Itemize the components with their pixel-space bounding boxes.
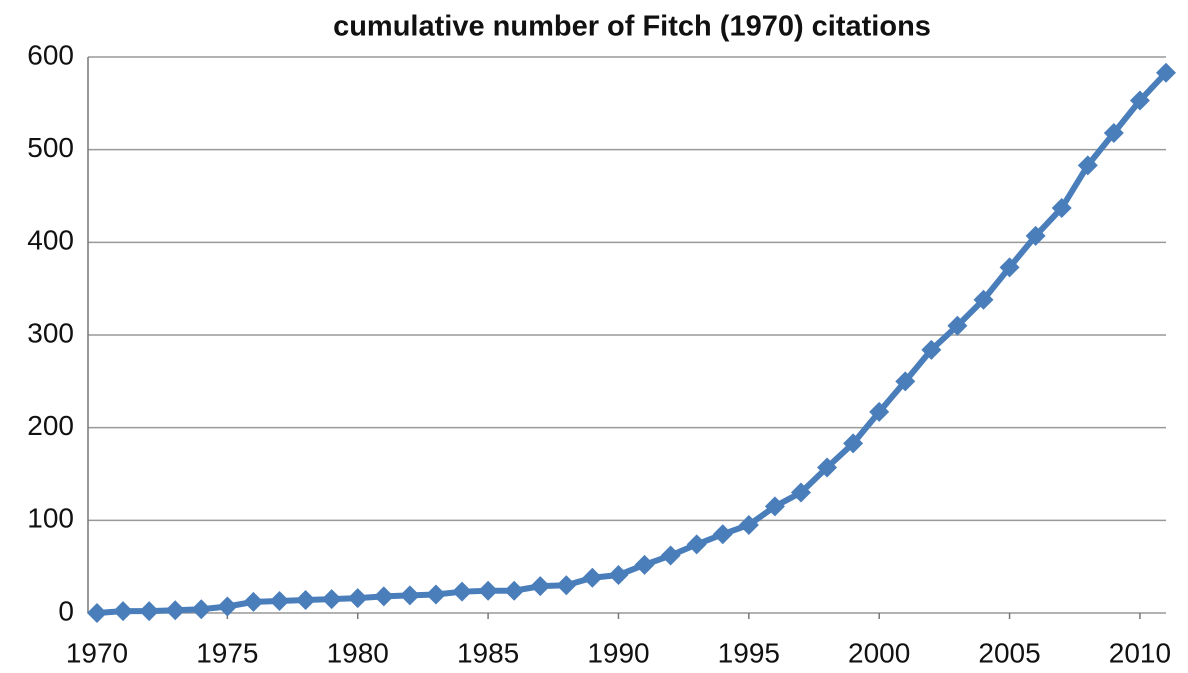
x-tick-label: 2010 (1109, 637, 1171, 668)
marker (191, 599, 212, 620)
marker (113, 601, 134, 622)
chart-title: cumulative number of Fitch (1970) citati… (333, 11, 931, 43)
x-tick-label: 2000 (848, 637, 910, 668)
marker (295, 590, 316, 611)
marker (452, 581, 473, 602)
marker (973, 289, 994, 310)
marker (139, 601, 160, 622)
y-tick-label: 300 (27, 317, 74, 348)
marker (1129, 90, 1150, 111)
marker (608, 565, 629, 586)
x-tick-label: 1975 (196, 637, 258, 668)
marker (738, 514, 759, 535)
marker (530, 576, 551, 597)
y-tick-label: 100 (27, 503, 74, 534)
marker (869, 401, 890, 422)
marker (1103, 122, 1124, 143)
marker (790, 482, 811, 503)
series-line (96, 70, 1169, 616)
x-tick-label: 1980 (327, 637, 389, 668)
marker (764, 496, 785, 517)
marker (582, 567, 603, 588)
marker (87, 603, 107, 623)
marker (686, 534, 707, 555)
y-tick-label: 400 (27, 225, 74, 256)
marker (165, 600, 186, 621)
marker (1077, 155, 1098, 176)
marker (478, 580, 499, 601)
x-tick-label: 1985 (457, 637, 519, 668)
marker (895, 371, 916, 392)
marker (556, 575, 577, 596)
marker (269, 590, 290, 611)
marker (217, 596, 238, 617)
marker (712, 524, 733, 545)
marker (1051, 198, 1072, 219)
y-tick-label: 500 (27, 132, 74, 163)
marker (921, 339, 942, 360)
marker (347, 588, 368, 609)
marker (504, 580, 525, 601)
marker (243, 591, 264, 612)
x-tick-label: 1990 (587, 637, 649, 668)
y-tick-label: 0 (58, 595, 74, 626)
marker (999, 257, 1020, 278)
marker (1025, 225, 1046, 246)
marker (660, 545, 681, 566)
y-tick-label: 200 (27, 410, 74, 441)
marker (425, 584, 446, 605)
marker (321, 589, 342, 610)
marker (399, 585, 420, 606)
marker (947, 315, 968, 336)
marker (1156, 62, 1176, 83)
x-tick-label: 1995 (718, 637, 780, 668)
marker (817, 457, 838, 478)
y-tick-label: 600 (27, 39, 74, 70)
marker (373, 586, 394, 607)
marker (843, 433, 864, 454)
marker (634, 554, 655, 575)
x-tick-label: 1970 (66, 637, 128, 668)
x-tick-label: 2005 (978, 637, 1040, 668)
